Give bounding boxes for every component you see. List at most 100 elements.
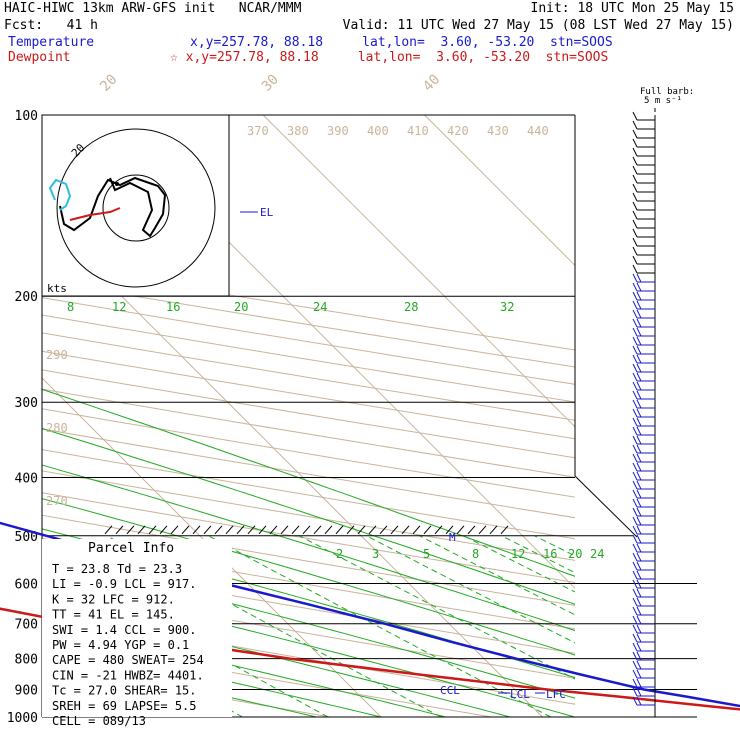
hatch-mark	[445, 525, 454, 535]
wind-barb-flag	[632, 507, 638, 517]
temperature-profile	[0, 521, 740, 708]
wind-barb-flag	[632, 147, 638, 157]
wind-barb-flag	[636, 435, 642, 445]
hodograph-cyan-segment	[48, 178, 72, 211]
wind-barb-flag	[636, 282, 642, 292]
hatch-mark	[159, 525, 168, 535]
pressure-tick-label: 300	[15, 396, 38, 411]
wind-barb-flag	[632, 642, 638, 652]
wind-barb-flag	[632, 255, 638, 265]
wind-barb-flag	[636, 570, 642, 580]
wind-barb-flag	[636, 687, 642, 697]
wind-barb-flag	[632, 246, 638, 256]
parcel-info-row: CIN = -21 HWBZ= 4401.	[52, 668, 204, 682]
wind-barb-flag	[632, 210, 638, 220]
wind-barb-flag	[636, 696, 642, 706]
mixing-ratio-label: 16	[543, 547, 557, 561]
theta-label: 400	[367, 124, 389, 138]
wind-barb-flag	[632, 309, 638, 319]
wind-barb-flag	[632, 354, 638, 364]
pressure-tick-label: 400	[15, 471, 38, 486]
wind-barb-flag	[636, 444, 642, 454]
pressure-tick-label: 600	[15, 577, 38, 592]
isotherm-line	[586, 115, 740, 717]
pressure-tick-label: 500	[15, 530, 38, 545]
parcel-info-row: Tc = 27.0 SHEAR= 15.	[52, 684, 197, 698]
wind-barb-flag	[632, 426, 638, 436]
parcel-info-row: T = 23.8 Td = 23.3	[52, 562, 182, 576]
wind-barb-flag	[636, 489, 642, 499]
hatch-mark	[148, 525, 157, 535]
wind-barb-strip: Full barb: 5 m s⁻¹	[632, 87, 694, 717]
moist-adiabat	[42, 601, 511, 717]
temperature-legend: Temperature	[8, 35, 95, 50]
mixing-ratio-label: 32	[500, 300, 514, 314]
wind-barb-flag	[632, 282, 638, 292]
theta-label: 430	[487, 124, 509, 138]
barb-key-units: 5 m s⁻¹	[644, 96, 682, 106]
pressure-tick-label: 1000	[7, 711, 38, 726]
isotherm-line	[262, 115, 575, 428]
wind-barb-flag	[636, 426, 642, 436]
hodograph-low-level	[69, 207, 121, 221]
wind-barb-flag	[632, 417, 638, 427]
pressure-tick-label: 100	[15, 109, 38, 124]
hatch-mark	[302, 525, 311, 535]
barb-key-title: Full barb:	[640, 87, 694, 97]
hatch-mark	[368, 525, 377, 535]
wind-barb-flag	[632, 624, 638, 634]
wind-barb-flag	[632, 588, 638, 598]
wind-barb-flag	[632, 552, 638, 562]
wind-barb-flag	[632, 120, 638, 130]
dry-adiabat	[42, 332, 575, 421]
wind-barb-flag	[636, 579, 642, 589]
lfc-label: LFC	[546, 688, 566, 701]
theta-label: 440	[527, 124, 549, 138]
isotherm-line	[42, 215, 543, 717]
wind-barb-flag	[636, 273, 642, 283]
wind-barb-flag	[636, 336, 642, 346]
theta-label: 390	[327, 124, 349, 138]
wind-barb-flag	[632, 138, 638, 148]
hatch-mark	[324, 525, 333, 535]
pressure-tick-label: 200	[15, 290, 38, 305]
hatch-mark	[115, 525, 124, 535]
wind-barb-flag	[632, 300, 638, 310]
isotherm-label: 30	[259, 72, 282, 95]
dry-adiabat	[42, 638, 495, 717]
wind-barb-flag	[632, 615, 638, 625]
moist-adiabat	[42, 528, 575, 679]
dry-adiabat	[42, 514, 575, 606]
hatch-mark	[489, 525, 498, 535]
mixing-ratio-line	[299, 535, 575, 680]
mixing-ratio-label: 8	[67, 300, 74, 314]
wind-barb-flag	[636, 453, 642, 463]
init-time: Init: 18 UTC Mon 25 May 15	[530, 1, 735, 16]
hatch-mark	[137, 525, 146, 535]
hodograph-ring-outer	[56, 128, 216, 288]
wind-barb-flag	[636, 606, 642, 616]
mixing-ratio-label: 3	[372, 547, 379, 561]
wind-barb-flag	[632, 651, 638, 661]
wind-barb-flag	[636, 642, 642, 652]
wind-barb-flag	[636, 462, 642, 472]
wind-barb-flag	[632, 336, 638, 346]
wind-barb-flag	[636, 327, 642, 337]
wind-barb-flag	[636, 498, 642, 508]
wind-barb-flag	[636, 543, 642, 553]
wind-barb-flag	[636, 597, 642, 607]
dry-adiabat	[42, 611, 575, 705]
hodograph-ring-inner	[102, 174, 170, 242]
hatch-mark	[258, 525, 267, 535]
wind-barb-flag	[636, 615, 642, 625]
wind-barb-flag	[632, 489, 638, 499]
wind-barb-flag	[632, 543, 638, 553]
wind-barb-flag	[632, 669, 638, 679]
parcel-info-row: LI = -0.9 LCL = 917.	[52, 577, 197, 591]
hatch-mark	[346, 525, 355, 535]
wind-barb-flag	[636, 525, 642, 535]
isotherm-line	[424, 115, 575, 267]
moist-adiabat	[42, 464, 575, 632]
wind-barb-flag	[632, 264, 638, 274]
wind-barb-flag	[636, 588, 642, 598]
